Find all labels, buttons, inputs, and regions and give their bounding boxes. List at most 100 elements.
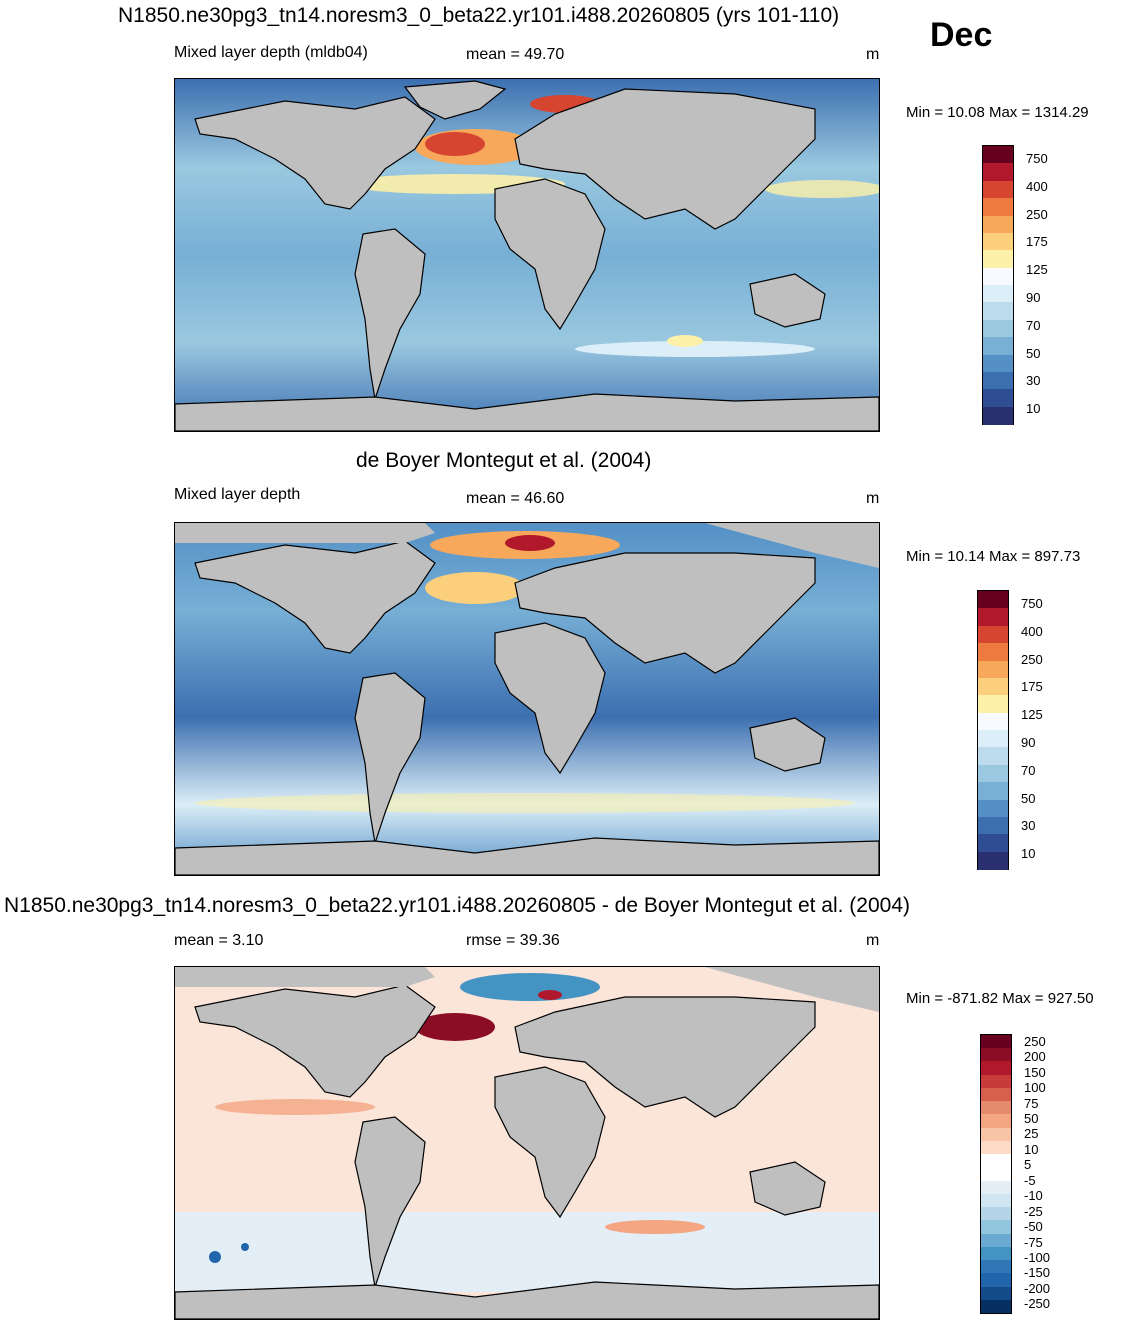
colorbar-cell bbox=[981, 1273, 1011, 1288]
colorbar-tick-label: 175 bbox=[1026, 234, 1048, 250]
colorbar-cell bbox=[978, 816, 1008, 835]
colorbar-cell bbox=[983, 215, 1013, 234]
panel1-units: m bbox=[866, 46, 880, 63]
panel1-map bbox=[174, 78, 880, 432]
africa bbox=[494, 178, 606, 331]
panel1-map-svg bbox=[175, 79, 879, 431]
australia bbox=[749, 1161, 826, 1216]
colorbar-cell bbox=[983, 354, 1013, 373]
australia bbox=[749, 717, 826, 772]
colorbar-cell bbox=[981, 1127, 1011, 1142]
month-label: Dec bbox=[930, 16, 993, 54]
north-atlantic-positive bbox=[415, 1013, 495, 1041]
panel1-variable-label: Mixed layer depth (mldb04) bbox=[174, 44, 368, 61]
colorbar-tick-label: 70 bbox=[1026, 317, 1041, 333]
panel3-title: N1850.ne30pg3_tn14.noresm3_0_beta22.yr10… bbox=[4, 894, 911, 917]
southern-band bbox=[575, 341, 815, 357]
colorbar-cell bbox=[978, 712, 1008, 731]
panel1-minmax: Min = 10.08 Max = 1314.29 bbox=[906, 104, 1089, 121]
colorbar-cell bbox=[983, 198, 1013, 216]
south-america bbox=[354, 1116, 426, 1288]
colorbar-cell bbox=[978, 643, 1008, 661]
colorbar-tick-label: 250 bbox=[1026, 206, 1048, 222]
colorbar-cell bbox=[981, 1048, 1011, 1062]
colorbar-cell bbox=[983, 267, 1013, 286]
nordic-seas-negative bbox=[460, 973, 600, 1001]
north-atlantic-deep bbox=[425, 132, 485, 156]
north-america bbox=[194, 984, 436, 1098]
colorbar-cell bbox=[981, 1233, 1011, 1248]
colorbar-tick-label: 400 bbox=[1021, 623, 1043, 639]
panel3-colorbar bbox=[980, 1034, 1012, 1314]
panel3-minmax: Min = -871.82 Max = 927.50 bbox=[906, 990, 1094, 1007]
colorbar-cell bbox=[981, 1061, 1011, 1076]
colorbar-cell bbox=[978, 608, 1008, 627]
colorbar-cell bbox=[981, 1101, 1011, 1115]
subtropical-band bbox=[765, 180, 879, 198]
africa bbox=[494, 622, 606, 775]
australia bbox=[749, 273, 826, 328]
arctic-missing bbox=[705, 967, 879, 1012]
colorbar-tick-label: 50 bbox=[1024, 1110, 1039, 1126]
colorbar-tick-label: -150 bbox=[1024, 1265, 1051, 1281]
colorbar-cell bbox=[981, 1167, 1011, 1182]
colorbar-cell bbox=[981, 1035, 1011, 1049]
colorbar-tick-label: 50 bbox=[1021, 790, 1036, 806]
colorbar-cell bbox=[978, 660, 1008, 679]
colorbar-tick-label: 75 bbox=[1024, 1095, 1039, 1111]
colorbar-tick-label: 25 bbox=[1024, 1126, 1039, 1142]
colorbar-cell bbox=[983, 389, 1013, 408]
arctic-missing bbox=[705, 523, 879, 568]
colorbar-cell bbox=[981, 1246, 1011, 1261]
colorbar-tick-label: 5 bbox=[1024, 1157, 1032, 1173]
southern-negative-band bbox=[175, 1212, 879, 1292]
positive-anomaly bbox=[605, 1220, 705, 1234]
negative-spot bbox=[209, 1251, 221, 1263]
colorbar-cell bbox=[978, 747, 1008, 766]
colorbar-cell bbox=[978, 834, 1008, 853]
colorbar-tick-label: 100 bbox=[1024, 1080, 1046, 1096]
colorbar-tick-label: 200 bbox=[1024, 1049, 1046, 1065]
colorbar-cell bbox=[981, 1260, 1011, 1274]
colorbar-tick-label: 90 bbox=[1021, 734, 1036, 750]
colorbar-cell bbox=[981, 1207, 1011, 1221]
colorbar-tick-label: -50 bbox=[1024, 1219, 1043, 1235]
panel2-mean: mean = 46.60 bbox=[466, 490, 565, 507]
colorbar-tick-label: 750 bbox=[1026, 150, 1048, 166]
north-america bbox=[194, 96, 436, 210]
colorbar-cell bbox=[983, 163, 1013, 182]
south-america bbox=[354, 672, 426, 844]
colorbar-tick-label: -10 bbox=[1024, 1188, 1043, 1204]
colorbar-tick-label: 125 bbox=[1021, 707, 1043, 723]
negative-spot bbox=[241, 1243, 249, 1251]
colorbar-cell bbox=[981, 1286, 1011, 1301]
colorbar-cell bbox=[983, 146, 1013, 164]
colorbar-tick-label: 10 bbox=[1026, 401, 1041, 417]
colorbar-tick-label: 250 bbox=[1021, 651, 1043, 667]
colorbar-tick-label: 70 bbox=[1021, 762, 1036, 778]
landmasses bbox=[175, 967, 879, 1319]
colorbar-cell bbox=[978, 677, 1008, 696]
panel3-map-svg bbox=[175, 967, 879, 1319]
panel1-title: N1850.ne30pg3_tn14.noresm3_0_beta22.yr10… bbox=[118, 4, 840, 27]
panel2-variable-label: Mixed layer depth bbox=[174, 486, 301, 503]
panel3-rmse: rmse = 39.36 bbox=[466, 932, 560, 949]
colorbar-cell bbox=[978, 695, 1008, 714]
colorbar-cell bbox=[981, 1140, 1011, 1155]
colorbar-cell bbox=[981, 1087, 1011, 1102]
colorbar-tick-label: 175 bbox=[1021, 679, 1043, 695]
colorbar-tick-label: 250 bbox=[1024, 1033, 1046, 1049]
nordic-seas-positive bbox=[538, 990, 562, 1000]
positive-anomaly bbox=[215, 1099, 375, 1115]
colorbar-tick-label: 10 bbox=[1021, 846, 1036, 862]
eurasia bbox=[514, 552, 816, 674]
colorbar-cell bbox=[978, 851, 1008, 870]
panel2-units: m bbox=[866, 490, 880, 507]
panel1-mean: mean = 49.70 bbox=[466, 46, 565, 63]
colorbar-tick-label: 400 bbox=[1026, 178, 1048, 194]
colorbar-cell bbox=[978, 782, 1008, 800]
colorbar-cell bbox=[978, 730, 1008, 748]
antarctica bbox=[175, 837, 879, 875]
eurasia bbox=[514, 996, 816, 1118]
africa bbox=[494, 1066, 606, 1219]
